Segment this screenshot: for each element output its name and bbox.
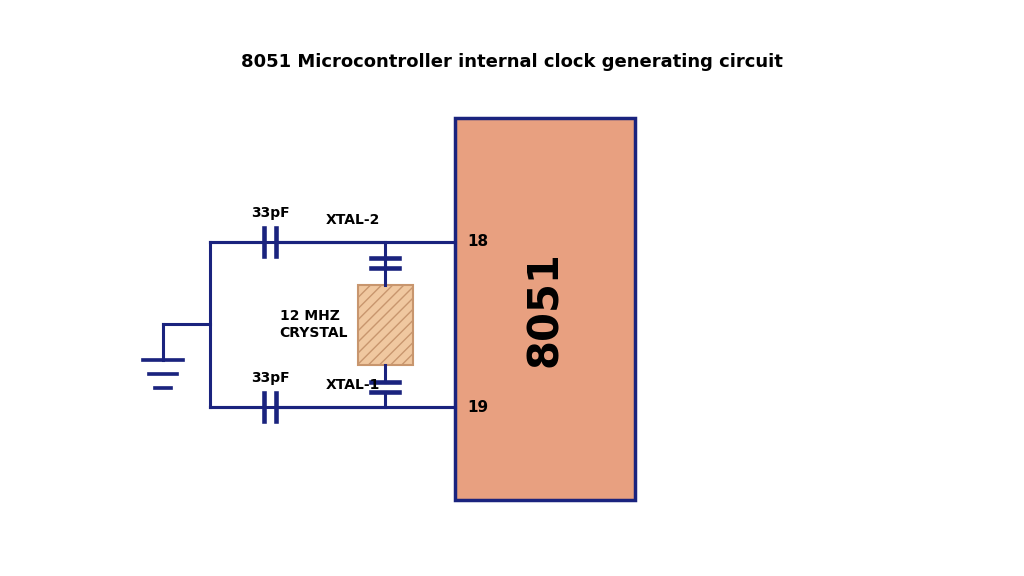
Text: 12 MHZ
CRYSTAL: 12 MHZ CRYSTAL: [280, 309, 348, 340]
Text: XTAL-2: XTAL-2: [326, 213, 380, 227]
Text: 33pF: 33pF: [251, 371, 290, 385]
Bar: [358, 285, 413, 365]
Text: 8051: 8051: [524, 251, 566, 367]
Text: 18: 18: [467, 234, 488, 249]
Bar: [455, 118, 635, 500]
Text: 8051 Microcontroller internal clock generating circuit: 8051 Microcontroller internal clock gene…: [241, 53, 783, 71]
Text: 33pF: 33pF: [251, 206, 290, 220]
Text: 19: 19: [467, 400, 488, 415]
Text: XTAL-1: XTAL-1: [326, 378, 380, 392]
